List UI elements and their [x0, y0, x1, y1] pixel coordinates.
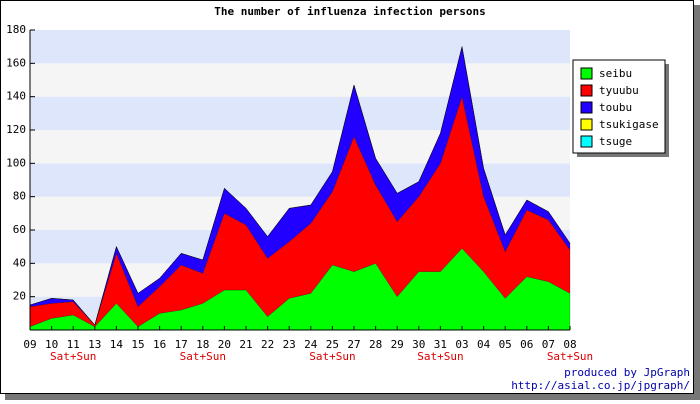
legend-swatch — [580, 101, 593, 114]
band — [30, 63, 570, 97]
legend-swatch — [580, 67, 593, 80]
x-tick-label: 27 — [347, 338, 360, 351]
x-tick-label: 23 — [283, 338, 296, 351]
x-tick-label: 03 — [455, 338, 468, 351]
x-tick-label: 30 — [412, 338, 425, 351]
x-tick-label: 31 — [434, 338, 447, 351]
y-tick-label: 60 — [13, 223, 26, 236]
area — [29, 46, 571, 326]
chart-title: The number of influenza infection person… — [214, 5, 486, 18]
x-note: Sat+Sun — [417, 350, 463, 363]
x-tick-label: 14 — [110, 338, 124, 351]
x-tick-label: 28 — [369, 338, 382, 351]
area — [29, 46, 571, 326]
legend-label: toubu — [599, 101, 632, 114]
legend-swatch — [580, 84, 593, 97]
x-tick-label: 07 — [542, 338, 555, 351]
y-tick-label: 20 — [13, 290, 26, 303]
x-note: Sat+Sun — [309, 350, 355, 363]
y-tick-label: 80 — [13, 190, 26, 203]
legend-label: seibu — [599, 67, 632, 80]
y-tick-label: 160 — [6, 56, 26, 69]
y-tick-label: 100 — [6, 156, 26, 169]
x-tick-label: 18 — [196, 338, 209, 351]
band — [30, 130, 570, 164]
legend-label: tsuge — [599, 135, 632, 148]
x-tick-label: 08 — [563, 338, 576, 351]
legend-swatch — [580, 135, 593, 148]
x-note: Sat+Sun — [50, 350, 96, 363]
x-tick-label: 04 — [477, 338, 491, 351]
legend-swatch — [580, 118, 593, 131]
x-tick-label: 17 — [175, 338, 188, 351]
x-tick-label: 09 — [23, 338, 36, 351]
legend-label: tsukigase — [599, 118, 659, 131]
x-tick-label: 29 — [391, 338, 404, 351]
area — [29, 46, 571, 326]
y-tick-label: 180 — [6, 23, 26, 36]
x-tick-label: 15 — [131, 338, 144, 351]
x-tick-label: 05 — [499, 338, 512, 351]
x-tick-label: 22 — [261, 338, 274, 351]
frame-shadow — [5, 394, 700, 400]
y-tick-label: 40 — [13, 256, 26, 269]
frame-shadow — [694, 5, 700, 400]
band — [30, 96, 570, 130]
x-tick-label: 06 — [520, 338, 533, 351]
y-tick-label: 140 — [6, 90, 26, 103]
x-tick-label: 24 — [304, 338, 318, 351]
x-note: Sat+Sun — [180, 350, 226, 363]
x-tick-label: 10 — [45, 338, 58, 351]
x-tick-label: 11 — [67, 338, 80, 351]
footer: produced by JpGraph — [564, 366, 690, 379]
x-note: Sat+Sun — [547, 350, 593, 363]
band — [30, 30, 570, 64]
y-tick-label: 120 — [6, 123, 26, 136]
x-tick-label: 21 — [239, 338, 252, 351]
x-tick-label: 20 — [218, 338, 231, 351]
footer: http://asial.co.jp/jpgraph/ — [511, 379, 690, 392]
x-tick-label: 16 — [153, 338, 166, 351]
legend-label: tyuubu — [599, 84, 639, 97]
x-tick-label: 13 — [88, 338, 101, 351]
x-tick-label: 25 — [326, 338, 339, 351]
